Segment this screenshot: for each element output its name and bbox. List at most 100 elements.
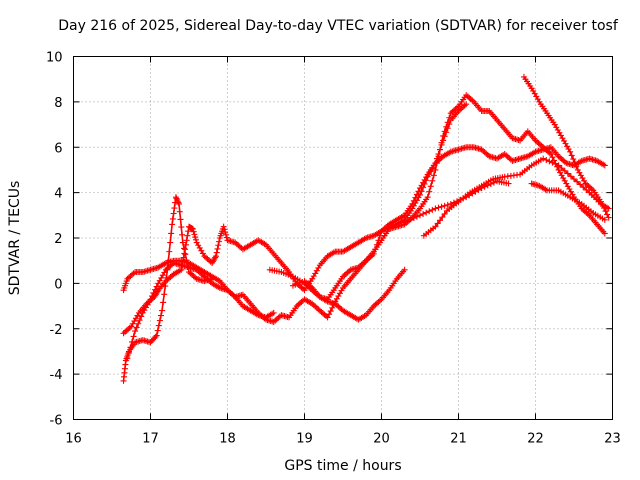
data-point bbox=[439, 214, 446, 221]
data-point bbox=[182, 241, 189, 248]
x-axis-label: GPS time / hours bbox=[284, 458, 401, 474]
data-point bbox=[597, 198, 604, 205]
series-line bbox=[122, 196, 213, 381]
data-point bbox=[153, 283, 160, 290]
data-point bbox=[179, 239, 186, 246]
data-point bbox=[427, 183, 434, 190]
y-tick-label: -2 bbox=[50, 323, 63, 338]
y-tick-label: 4 bbox=[54, 187, 62, 202]
data-point bbox=[129, 338, 136, 345]
data-point bbox=[484, 182, 491, 189]
data-point bbox=[169, 221, 176, 228]
data-point bbox=[463, 101, 470, 108]
data-point bbox=[412, 194, 419, 201]
data-point bbox=[571, 176, 577, 183]
data-point bbox=[191, 231, 198, 238]
y-axis-ticks: -6 -4 -2 0 2 4 6 8 10 bbox=[46, 51, 613, 429]
data-point bbox=[435, 151, 442, 158]
data-series bbox=[120, 73, 612, 384]
data-point bbox=[135, 320, 142, 327]
data-point bbox=[171, 205, 178, 212]
series-track-1 bbox=[120, 194, 216, 384]
data-point bbox=[409, 200, 416, 207]
data-point bbox=[599, 201, 606, 208]
y-tick-label: -6 bbox=[50, 414, 63, 429]
data-point bbox=[410, 197, 417, 204]
y-tick-label: 6 bbox=[54, 141, 62, 156]
x-axis-ticks: 16 17 18 19 20 21 22 23 bbox=[65, 56, 621, 447]
data-point bbox=[413, 213, 420, 220]
data-point bbox=[401, 266, 408, 273]
data-point bbox=[571, 159, 578, 166]
data-point bbox=[168, 230, 175, 237]
y-tick-label: 8 bbox=[54, 96, 62, 111]
data-point bbox=[153, 332, 160, 339]
data-point bbox=[159, 307, 166, 314]
data-point bbox=[543, 156, 550, 163]
data-point bbox=[182, 246, 189, 253]
data-point bbox=[460, 195, 467, 202]
data-point bbox=[555, 162, 562, 169]
series-line bbox=[122, 94, 606, 323]
data-point bbox=[125, 349, 132, 356]
x-tick-label: 17 bbox=[142, 432, 159, 447]
data-point bbox=[223, 234, 230, 241]
y-axis-label: SDTVAR / TECUs bbox=[7, 181, 23, 296]
data-point bbox=[453, 198, 460, 205]
data-point bbox=[457, 196, 464, 203]
data-point bbox=[605, 214, 612, 221]
data-point bbox=[440, 137, 447, 144]
data-point bbox=[172, 194, 179, 201]
data-point bbox=[154, 327, 161, 334]
data-point bbox=[438, 141, 445, 148]
data-point bbox=[567, 173, 574, 180]
data-point bbox=[602, 208, 609, 215]
data-point bbox=[577, 181, 584, 188]
data-point bbox=[410, 215, 417, 222]
data-point bbox=[604, 211, 611, 218]
data-point bbox=[189, 225, 196, 232]
data-point bbox=[432, 205, 439, 212]
series-track-4 bbox=[124, 259, 277, 362]
data-point bbox=[407, 216, 414, 223]
data-point bbox=[192, 236, 199, 243]
data-point bbox=[179, 231, 186, 238]
data-point bbox=[444, 125, 451, 132]
data-point bbox=[426, 208, 433, 215]
series-track-7 bbox=[420, 155, 612, 239]
series-track-9 bbox=[520, 73, 612, 221]
data-point bbox=[573, 163, 580, 170]
data-point bbox=[177, 216, 184, 223]
data-point bbox=[552, 161, 559, 168]
y-tick-label: 0 bbox=[54, 277, 62, 292]
data-point bbox=[132, 328, 139, 335]
data-point bbox=[475, 186, 482, 193]
data-point bbox=[437, 146, 444, 153]
data-point bbox=[221, 226, 228, 233]
data-point bbox=[373, 241, 380, 248]
x-tick-label: 20 bbox=[373, 432, 390, 447]
series-line bbox=[292, 103, 467, 301]
data-point bbox=[478, 185, 485, 192]
series-track-3 bbox=[120, 144, 608, 337]
data-point bbox=[450, 199, 457, 206]
data-point bbox=[443, 129, 450, 136]
data-point bbox=[441, 202, 448, 209]
data-point bbox=[463, 194, 470, 201]
data-point bbox=[564, 170, 571, 177]
data-point bbox=[183, 237, 190, 244]
data-point bbox=[437, 217, 444, 224]
data-point bbox=[178, 224, 185, 231]
data-point bbox=[404, 217, 411, 224]
data-point bbox=[472, 188, 479, 195]
data-point bbox=[447, 200, 454, 207]
series-track-2 bbox=[120, 92, 608, 325]
data-point bbox=[161, 291, 168, 298]
data-point bbox=[567, 148, 574, 155]
data-point bbox=[433, 155, 440, 162]
series-track-6 bbox=[289, 101, 470, 303]
chart-title: Day 216 of 2025, Sidereal Day-to-day VTE… bbox=[58, 18, 619, 34]
data-point bbox=[160, 299, 167, 306]
series-track-10 bbox=[528, 180, 608, 223]
data-point bbox=[432, 223, 439, 230]
